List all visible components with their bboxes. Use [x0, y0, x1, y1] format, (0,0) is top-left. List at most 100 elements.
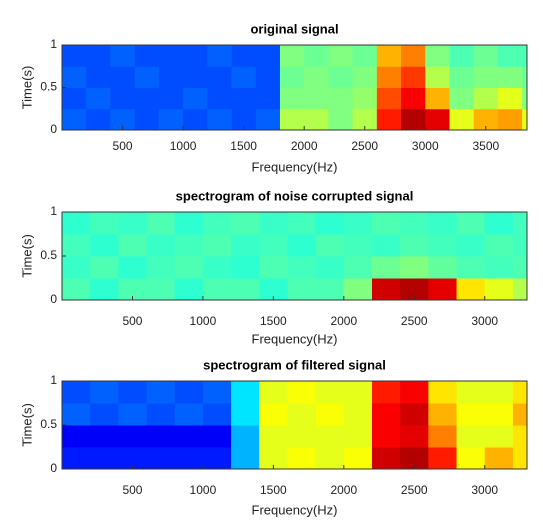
heatmap-cell — [174, 278, 204, 300]
heatmap-cell — [146, 234, 176, 257]
y-tick-label: 0.5 — [40, 248, 57, 262]
heatmap-cell — [259, 403, 288, 426]
heatmap-cell — [400, 403, 429, 426]
x-tick-label: 2000 — [291, 139, 318, 153]
heatmap-cell — [231, 447, 260, 469]
heatmap-cell — [158, 45, 184, 67]
heatmap-cell — [512, 256, 527, 279]
heatmap-cell — [425, 108, 450, 130]
heatmap-cell — [231, 108, 257, 130]
heatmap-cell — [287, 425, 317, 448]
heatmap-cell — [231, 66, 257, 88]
heatmap-cell — [449, 45, 475, 67]
heatmap-cell — [372, 234, 401, 257]
heatmap-cell — [372, 278, 401, 300]
heatmap-cell — [62, 66, 87, 88]
heatmap-cell — [62, 234, 91, 257]
heatmap-cell — [207, 108, 233, 130]
heatmap-cell — [287, 256, 317, 279]
heatmap-cell — [328, 45, 354, 67]
heatmap-cell — [118, 256, 148, 279]
heatmap-cell — [207, 66, 233, 88]
heatmap-cell — [202, 425, 232, 448]
heatmap-cell — [287, 278, 317, 300]
heatmap-cell — [202, 447, 232, 469]
heatmap-cell — [372, 381, 401, 404]
heatmap-cell — [207, 45, 233, 67]
heatmap-cell — [343, 447, 373, 469]
y-tick-label: 0 — [50, 292, 57, 306]
heatmap-cell — [90, 381, 119, 404]
heatmap-cell — [183, 87, 208, 110]
y-axis-label: Time(s) — [19, 234, 34, 278]
heatmap-cell — [343, 425, 373, 448]
heatmap-cell — [259, 212, 288, 235]
heatmap-cell — [110, 45, 136, 67]
heatmap-cell — [231, 45, 257, 67]
y-tick-label: 0.5 — [40, 80, 57, 94]
x-axis-label: Frequency(Hz) — [252, 159, 338, 174]
heatmap-cell — [484, 256, 514, 279]
x-tick-label: 2000 — [330, 483, 357, 497]
x-tick-label: 500 — [113, 139, 133, 153]
heatmap-cell — [146, 447, 176, 469]
heatmap-cell — [372, 403, 401, 426]
heatmap-cell — [456, 234, 486, 257]
x-tick-label: 2500 — [351, 139, 378, 153]
x-tick-label: 500 — [122, 483, 142, 497]
heatmap-cell — [287, 447, 317, 469]
heatmap-cell — [202, 278, 232, 300]
heatmap-cell — [428, 256, 458, 279]
heatmap-cell — [512, 425, 527, 448]
heatmap-cell — [372, 425, 401, 448]
heatmap-cell — [231, 381, 260, 404]
heatmap-cell — [512, 278, 527, 300]
heatmap-cell — [315, 381, 345, 404]
heatmap-cell — [484, 234, 514, 257]
heatmap-cell — [90, 278, 119, 300]
heatmap-cell — [449, 66, 475, 88]
heatmap-cell — [456, 278, 486, 300]
heatmap-cell — [512, 447, 527, 469]
heatmap-cell — [456, 403, 486, 426]
heatmap-cell — [522, 87, 527, 110]
plot-area — [62, 45, 527, 130]
x-tick-label: 1000 — [190, 483, 217, 497]
heatmap-cell — [372, 447, 401, 469]
plot-area — [62, 212, 527, 300]
heatmap-cell — [174, 381, 204, 404]
heatmap-cell — [352, 87, 378, 110]
heatmap-cell — [512, 212, 527, 235]
heatmap-cell — [259, 234, 288, 257]
heatmap-cell — [174, 425, 204, 448]
heatmap-cell — [86, 108, 111, 130]
y-axis-label: Time(s) — [19, 403, 34, 447]
heatmap-cell — [522, 45, 527, 67]
heatmap-cell — [449, 87, 475, 110]
heatmap-cell — [134, 45, 160, 67]
heatmap-cell — [118, 425, 148, 448]
heatmap-cell — [401, 66, 426, 88]
heatmap-cell — [400, 212, 429, 235]
x-tick-label: 3000 — [412, 139, 439, 153]
heatmap-cell — [174, 212, 204, 235]
heatmap-cell — [473, 108, 499, 130]
heatmap-cell — [428, 447, 458, 469]
heatmap-cell — [279, 45, 305, 67]
heatmap-cell — [352, 66, 378, 88]
heatmap-cell — [134, 108, 160, 130]
heatmap-cell — [315, 425, 345, 448]
heatmap-cell — [304, 87, 329, 110]
heatmap-cell — [352, 45, 378, 67]
heatmap-cell — [287, 212, 317, 235]
heatmap-cell — [456, 256, 486, 279]
heatmap-cell — [62, 447, 91, 469]
heatmap-cell — [62, 381, 91, 404]
heatmap-cell — [62, 87, 87, 110]
heatmap-cell — [174, 447, 204, 469]
heatmap-cell — [376, 66, 402, 88]
heatmap-cell — [497, 87, 523, 110]
heatmap-cell — [259, 425, 288, 448]
heatmap-cell — [428, 403, 458, 426]
heatmap-cell — [62, 403, 91, 426]
